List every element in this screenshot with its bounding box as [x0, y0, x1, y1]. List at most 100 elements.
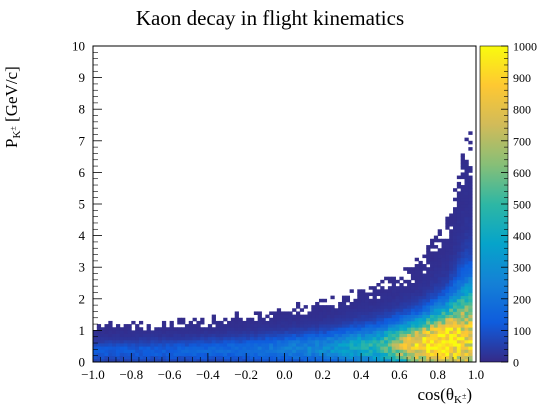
heatmap-cell	[407, 346, 412, 350]
heatmap-cell	[357, 358, 362, 363]
heatmap-cell	[334, 311, 339, 315]
heatmap-cell	[196, 358, 201, 363]
heatmap-cell	[414, 358, 419, 363]
heatmap-cell	[361, 317, 366, 322]
heatmap-cell	[357, 314, 362, 319]
heatmap-cell	[188, 324, 193, 328]
heatmap-cell	[395, 301, 400, 306]
heatmap-cell	[353, 314, 358, 319]
heatmap-cell	[449, 264, 454, 268]
heatmap-cell	[273, 317, 278, 322]
heatmap-cell	[426, 298, 431, 303]
heatmap-cell	[449, 336, 454, 341]
heatmap-cell	[387, 308, 393, 312]
heatmap-cell	[246, 343, 251, 347]
heatmap-cell	[211, 358, 216, 363]
heatmap-cell	[372, 292, 377, 297]
heatmap-cell	[468, 267, 473, 271]
heatmap-cell	[204, 333, 209, 338]
heatmap-cell	[330, 346, 335, 350]
heatmap-cell	[181, 317, 186, 322]
heatmap-cell	[430, 311, 435, 315]
heatmap-cell	[364, 295, 370, 300]
heatmap-cell	[376, 346, 381, 350]
heatmap-cell	[468, 235, 473, 240]
heatmap-cell	[468, 352, 473, 357]
heatmap-cell	[422, 320, 427, 325]
heatmap-cell	[108, 349, 113, 353]
heatmap-cell	[460, 241, 465, 246]
heatmap-cell	[433, 257, 439, 262]
heatmap-cell	[322, 346, 328, 350]
heatmap-cell	[437, 283, 442, 287]
heatmap-cell	[368, 324, 373, 328]
heatmap-cell	[395, 308, 400, 312]
heatmap-cell	[146, 324, 151, 328]
heatmap-cell	[391, 311, 396, 315]
heatmap-cell	[303, 327, 308, 331]
heatmap-cell	[341, 346, 347, 350]
z-tick-label: 500	[513, 198, 531, 212]
heatmap-cell	[384, 358, 389, 363]
heatmap-cell	[165, 343, 170, 347]
heatmap-cell	[368, 330, 373, 334]
heatmap-cell	[395, 330, 400, 334]
heatmap-cell	[399, 295, 404, 300]
heatmap-cell	[211, 314, 216, 319]
heatmap-cell	[376, 333, 381, 338]
heatmap-cell	[230, 327, 236, 331]
heatmap-cell	[93, 343, 98, 347]
heatmap-cell	[387, 298, 393, 303]
heatmap-cell	[468, 298, 473, 303]
heatmap-cell	[253, 311, 259, 315]
heatmap-cell	[387, 301, 393, 306]
heatmap-cell	[449, 254, 454, 259]
heatmap-cell	[173, 343, 178, 347]
heatmap-cell	[441, 264, 446, 268]
heatmap-cell	[200, 330, 205, 334]
heatmap-cell	[299, 339, 305, 344]
heatmap-cell	[414, 355, 419, 360]
heatmap-cell	[338, 308, 343, 312]
heatmap-cell	[430, 327, 435, 331]
heatmap-cell	[307, 330, 312, 334]
heatmap-cell	[104, 346, 109, 350]
heatmap-cell	[384, 301, 389, 306]
heatmap-cell	[123, 330, 128, 334]
heatmap-cell	[387, 289, 393, 293]
heatmap-cell	[345, 330, 351, 334]
heatmap-cell	[441, 314, 446, 319]
heatmap-cell	[341, 311, 347, 315]
heatmap-cell	[353, 317, 358, 322]
heatmap-cell	[284, 343, 289, 347]
heatmap-cell	[257, 327, 262, 331]
heatmap-cell	[311, 343, 316, 347]
heatmap-cell	[280, 349, 285, 353]
heatmap-cell	[188, 343, 193, 347]
heatmap-cell	[368, 320, 373, 325]
heatmap-cell	[453, 292, 458, 297]
heatmap-cell	[230, 343, 236, 347]
heatmap-cell	[93, 336, 98, 341]
heatmap-cell	[453, 314, 458, 319]
heatmap-cell	[456, 191, 462, 195]
heatmap-cell	[395, 327, 400, 331]
heatmap-cell	[165, 349, 170, 353]
heatmap-cell	[295, 358, 301, 363]
heatmap-cell	[318, 308, 324, 312]
heatmap-cell	[330, 352, 335, 357]
heatmap-cell	[269, 339, 274, 344]
heatmap-cell	[303, 317, 308, 322]
heatmap-cell	[276, 324, 282, 328]
heatmap-cell	[430, 333, 435, 338]
heatmap-cell	[391, 289, 396, 293]
heatmap-cell	[456, 339, 462, 344]
heatmap-cell	[158, 327, 163, 331]
heatmap-cell	[453, 320, 458, 325]
heatmap-cell	[437, 311, 442, 315]
heatmap-cell	[330, 295, 335, 300]
heatmap-cell	[445, 327, 450, 331]
heatmap-cell	[207, 358, 213, 363]
heatmap-cell	[284, 311, 289, 315]
heatmap-cell	[418, 327, 423, 331]
